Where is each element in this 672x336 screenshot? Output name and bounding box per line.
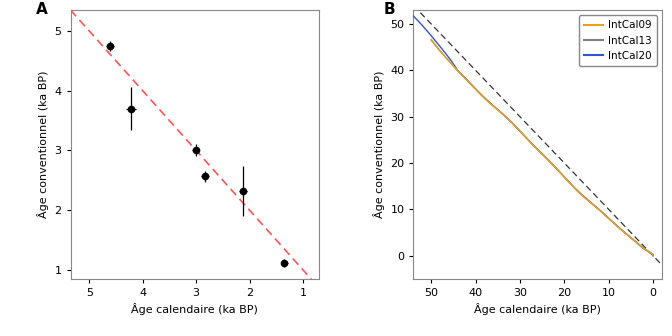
IntCal09	[427, 38, 435, 42]
IntCal09	[649, 254, 657, 258]
IntCal09	[563, 178, 571, 182]
IntCal09	[454, 70, 462, 74]
IntCal20	[412, 17, 420, 21]
IntCal20	[457, 72, 465, 76]
Text: B: B	[384, 2, 395, 17]
IntCal09	[513, 126, 521, 130]
Line: IntCal09: IntCal09	[431, 40, 653, 256]
X-axis label: Âge calendaire (ka BP): Âge calendaire (ka BP)	[474, 303, 601, 316]
IntCal09	[521, 134, 529, 138]
Legend: IntCal09, IntCal13, IntCal20: IntCal09, IntCal13, IntCal20	[579, 15, 657, 66]
IntCal13	[649, 254, 657, 258]
Line: IntCal20: IntCal20	[409, 12, 653, 256]
IntCal20	[530, 144, 538, 149]
IntCal13	[598, 210, 606, 214]
IntCal20	[412, 17, 420, 21]
IntCal13	[563, 178, 571, 182]
X-axis label: Âge calendaire (ka BP): Âge calendaire (ka BP)	[131, 303, 258, 316]
IntCal20	[537, 151, 545, 155]
IntCal13	[513, 126, 521, 130]
IntCal09	[607, 219, 616, 223]
IntCal09	[598, 211, 606, 215]
Y-axis label: Âge conventionnel (ka BP): Âge conventionnel (ka BP)	[373, 71, 385, 218]
IntCal20	[405, 10, 413, 14]
IntCal13	[607, 219, 616, 223]
Line: IntCal13: IntCal13	[431, 40, 653, 256]
Text: A: A	[36, 2, 48, 17]
IntCal13	[427, 38, 435, 42]
Y-axis label: Âge conventionnel (ka BP): Âge conventionnel (ka BP)	[37, 71, 49, 218]
IntCal13	[521, 134, 529, 138]
IntCal20	[636, 244, 644, 248]
IntCal20	[649, 254, 657, 258]
IntCal13	[454, 70, 462, 74]
